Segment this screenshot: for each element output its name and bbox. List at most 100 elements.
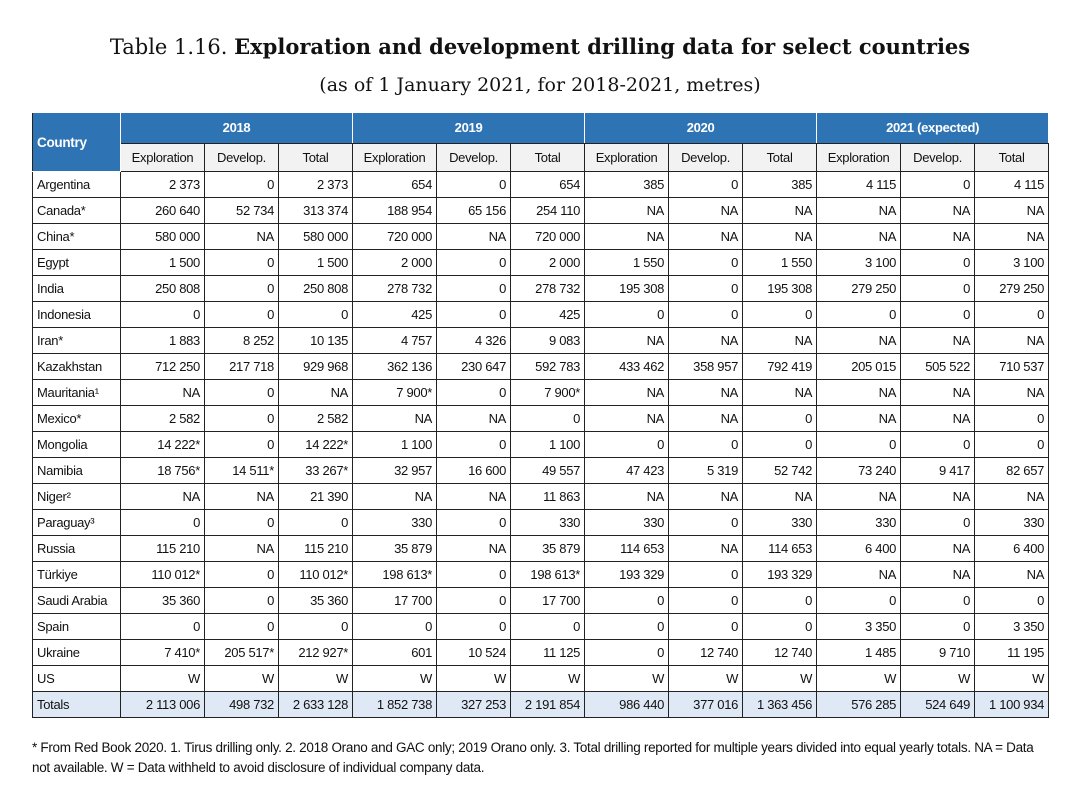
value-cell: 377 016 xyxy=(668,691,744,718)
value-cell: 7 410* xyxy=(120,639,205,666)
value-cell: NA xyxy=(584,405,670,432)
value-cell: 0 xyxy=(204,431,279,458)
value-cell: NA xyxy=(900,327,976,354)
value-cell: 0 xyxy=(584,639,670,666)
value-cell: 330 xyxy=(974,509,1050,536)
year-header: 2018 xyxy=(119,112,354,144)
value-cell: NA xyxy=(816,379,902,406)
value-cell: W xyxy=(974,665,1050,692)
value-cell: 17 700 xyxy=(352,587,438,614)
value-cell: 205 517* xyxy=(204,639,279,666)
value-cell: NA xyxy=(668,223,744,250)
value-cell: 0 xyxy=(436,249,512,276)
table-row: Indonesia 0 0 0 425 0 425 0 0 0 0 0 0 xyxy=(32,301,1050,328)
value-cell: 188 954 xyxy=(352,197,438,224)
value-cell: 0 xyxy=(120,301,205,328)
value-cell: 12 740 xyxy=(742,639,818,666)
value-cell: 198 613* xyxy=(510,561,586,588)
value-cell: 654 xyxy=(352,171,438,198)
value-cell: 0 xyxy=(584,613,670,640)
value-cell: NA xyxy=(352,483,438,510)
value-cell: 3 100 xyxy=(974,249,1050,276)
value-cell: 0 xyxy=(816,431,902,458)
totals-label: Totals xyxy=(32,691,121,718)
year-header: 2019 xyxy=(352,112,586,144)
value-cell: 35 360 xyxy=(277,587,354,614)
value-cell: NA xyxy=(816,197,902,224)
table-row: Russia 115 210 NA 115 210 35 879 NA 35 879 114 … xyxy=(32,535,1050,562)
subheader-develop: Develop. xyxy=(668,143,744,172)
country-cell: India xyxy=(32,275,121,302)
value-cell: 1 550 xyxy=(742,249,818,276)
value-cell: 11 195 xyxy=(974,639,1050,666)
value-cell: 0 xyxy=(204,275,279,302)
value-cell: 47 423 xyxy=(584,457,670,484)
table-row: Egypt 1 500 0 1 500 2 000 0 2 000 1 550 0 1 550 3 … xyxy=(32,249,1050,276)
value-cell: NA xyxy=(120,379,205,406)
value-cell: NA xyxy=(900,483,976,510)
table-row: Mexico* 2 582 0 2 582 NA NA 0 NA NA 0 NA NA 0 xyxy=(32,405,1050,432)
value-cell: 0 xyxy=(510,613,586,640)
value-cell: 2 373 xyxy=(277,171,354,198)
value-cell: 385 xyxy=(584,171,670,198)
value-cell: W xyxy=(277,665,354,692)
value-cell: NA xyxy=(742,327,818,354)
value-cell: 0 xyxy=(668,613,744,640)
value-cell: NA xyxy=(974,327,1050,354)
value-cell: NA xyxy=(816,483,902,510)
value-cell: W xyxy=(668,665,744,692)
subheader-exploration: Exploration xyxy=(584,143,670,172)
value-cell: 9 710 xyxy=(900,639,976,666)
value-cell: 114 653 xyxy=(742,535,818,562)
value-cell: 279 250 xyxy=(816,275,902,302)
value-cell: 4 115 xyxy=(974,171,1050,198)
value-cell: NA xyxy=(584,197,670,224)
value-cell: 362 136 xyxy=(352,353,438,380)
table-row: US W W W W W W W W W W W W xyxy=(32,665,1050,692)
value-cell: 110 012* xyxy=(120,561,205,588)
value-cell: 114 653 xyxy=(584,535,670,562)
value-cell: 16 600 xyxy=(436,457,512,484)
table-title-text: Exploration and development drilling dat… xyxy=(234,34,971,59)
value-cell: 792 419 xyxy=(742,353,818,380)
value-cell: 433 462 xyxy=(584,353,670,380)
value-cell: 35 360 xyxy=(120,587,205,614)
subheader-exploration: Exploration xyxy=(120,143,205,172)
value-cell: 0 xyxy=(277,509,354,536)
value-cell: 14 222* xyxy=(277,431,354,458)
value-cell: 73 240 xyxy=(816,457,902,484)
value-cell: 0 xyxy=(120,613,205,640)
table-row: Paraguay³ 0 0 0 330 0 330 330 0 330 330 0 330 xyxy=(32,509,1050,536)
country-cell: China* xyxy=(32,223,121,250)
value-cell: 0 xyxy=(668,301,744,328)
table-row: Namibia 18 756* 14 511* 33 267* 32 957 16 600… xyxy=(32,457,1050,484)
value-cell: NA xyxy=(900,561,976,588)
drilling-data-table: Country 2018 2019 2020 2021 (expected) E… xyxy=(32,112,1050,718)
value-cell: 2 000 xyxy=(510,249,586,276)
value-cell: 0 xyxy=(277,613,354,640)
value-cell: NA xyxy=(277,379,354,406)
value-cell: NA xyxy=(742,379,818,406)
value-cell: 425 xyxy=(352,301,438,328)
value-cell: W xyxy=(584,665,670,692)
value-cell: 425 xyxy=(510,301,586,328)
year-header-row: Country 2018 2019 2020 2021 (expected) xyxy=(32,112,1050,172)
value-cell: 0 xyxy=(900,301,976,328)
subheader-row: Exploration Develop. Total Exploration Devel… xyxy=(33,143,1050,172)
country-cell: Niger² xyxy=(32,483,121,510)
value-cell: NA xyxy=(974,379,1050,406)
subheader-exploration: Exploration xyxy=(352,143,438,172)
value-cell: 10 135 xyxy=(277,327,354,354)
value-cell: 205 015 xyxy=(816,353,902,380)
value-cell: NA xyxy=(352,405,438,432)
value-cell: 0 xyxy=(204,249,279,276)
value-cell: 929 968 xyxy=(277,353,354,380)
value-cell: NA xyxy=(436,535,512,562)
value-cell: NA xyxy=(900,197,976,224)
totals-row: Totals 2 113 006 498 732 2 633 128 1 852 738… xyxy=(32,691,1050,718)
value-cell: 193 329 xyxy=(742,561,818,588)
value-cell: NA xyxy=(816,223,902,250)
value-cell: 1 485 xyxy=(816,639,902,666)
value-cell: NA xyxy=(584,379,670,406)
country-cell: US xyxy=(32,665,121,692)
